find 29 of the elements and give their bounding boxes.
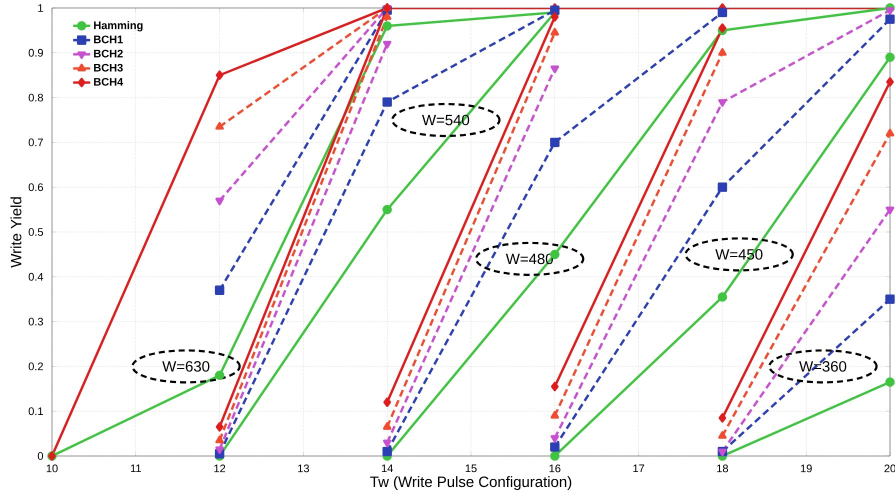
y-tick-label: 0.3: [28, 318, 43, 326]
x-tick-label: 10: [46, 464, 58, 472]
y-tick-label: 0.5: [28, 228, 44, 236]
y-tick-label: 0.1: [28, 407, 43, 416]
y-tick-label: 0: [38, 452, 44, 460]
legend-label: BCH2: [94, 50, 123, 58]
legend-label: BCH4: [94, 78, 124, 86]
x-axis-title: Tw (Write Pulse Configuration): [370, 476, 572, 490]
annotation: W=630: [162, 361, 210, 372]
y-tick-label: 0.2: [28, 362, 43, 370]
legend-label: BCH3: [94, 64, 123, 72]
x-tick-label: 16: [550, 464, 560, 472]
x-tick-label: 17: [633, 464, 644, 472]
y-tick-label: 0.7: [28, 138, 43, 146]
legend-label: Hamming: [94, 21, 143, 32]
legend-label: BCH1: [94, 36, 123, 44]
y-axis-title: Write Yield: [10, 197, 22, 268]
y-tick-label: 0.9: [28, 48, 43, 57]
x-tick-label: 14: [382, 464, 393, 472]
y-tick-label: 0.4: [28, 272, 44, 281]
x-tick-label: 18: [717, 464, 728, 472]
x-tick-label: 15: [466, 464, 477, 472]
y-tick-label: 0.8: [28, 94, 43, 102]
y-tick-label: 0.6: [28, 183, 43, 192]
x-tick-label: 11: [130, 464, 141, 472]
x-tick-label: 19: [800, 464, 812, 472]
x-tick-label: 12: [214, 464, 226, 472]
y-tick-label: 1: [38, 4, 43, 12]
x-tick-label: 13: [298, 464, 310, 472]
